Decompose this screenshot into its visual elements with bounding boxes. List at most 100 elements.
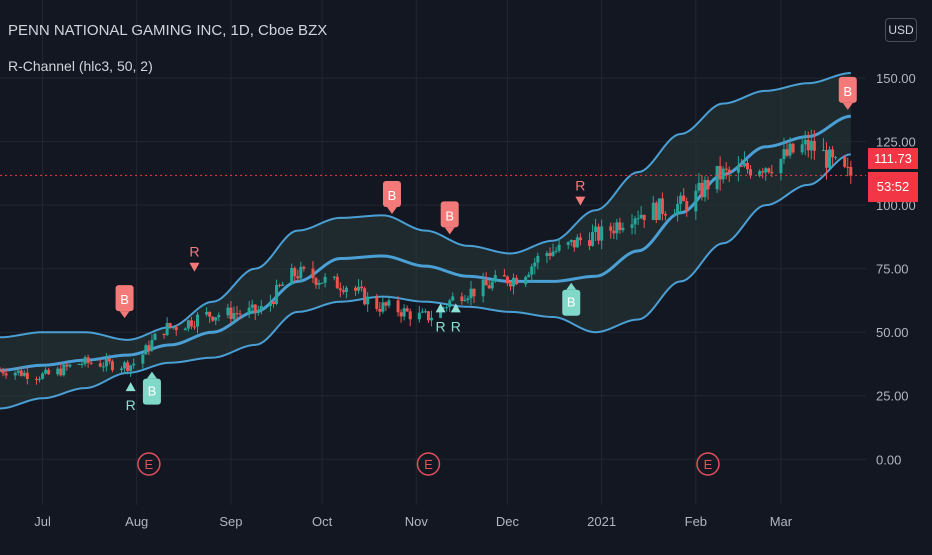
reversal-marker-icon[interactable]: R [575, 178, 585, 206]
candle [311, 261, 315, 283]
candle [724, 162, 728, 180]
buy-marker-icon[interactable]: B [838, 76, 857, 110]
candle [417, 305, 421, 323]
candle [126, 360, 130, 375]
earnings-marker-icon[interactable]: E [416, 452, 441, 476]
candle [168, 322, 172, 330]
buy-marker-icon[interactable]: B [115, 285, 134, 319]
candle-body [22, 372, 26, 376]
candle-body [536, 255, 540, 263]
candle-body [250, 304, 254, 308]
price-series [0, 129, 853, 385]
candle [779, 158, 783, 181]
candle [800, 136, 804, 155]
candle [420, 308, 424, 314]
indicator-legend[interactable]: R-Channel (hlc3, 50, 2) [8, 58, 153, 74]
earnings-circle [137, 452, 161, 476]
x-tick-label: Mar [770, 514, 793, 529]
buy-marker-icon[interactable]: B [142, 371, 161, 405]
candle-body [764, 168, 768, 173]
candle-body [150, 340, 154, 351]
candle-body [162, 333, 166, 336]
candle [636, 210, 640, 225]
candle [809, 129, 813, 160]
candle [344, 285, 348, 299]
x-tick-label: Jul [34, 514, 51, 529]
candle [405, 305, 409, 312]
candle [65, 362, 69, 371]
candle [466, 295, 470, 304]
candle-body [788, 143, 792, 156]
candle-body [551, 251, 555, 256]
candle [375, 293, 379, 312]
marker-label: R [575, 178, 585, 194]
candle-body [101, 366, 105, 368]
symbol-title[interactable]: PENN NATIONAL GAMING INC, 1D, Cboe BZX [8, 22, 328, 39]
candle-body [405, 308, 409, 312]
candle-body [366, 296, 370, 305]
candle-body [174, 327, 178, 331]
candle [551, 243, 555, 257]
candle [211, 316, 215, 322]
candle [19, 366, 23, 377]
candle-body [168, 323, 172, 328]
candle-body [806, 139, 810, 151]
candle-body [505, 276, 509, 284]
candle [150, 334, 154, 353]
candle-body [165, 323, 169, 336]
marker-box [115, 285, 134, 312]
candle-body [700, 182, 704, 198]
candle-body [56, 368, 60, 375]
candle [824, 142, 828, 180]
candle-body [293, 268, 297, 277]
candle [663, 211, 667, 221]
candle [320, 282, 324, 284]
earnings-marker-icon[interactable]: E [137, 452, 161, 476]
earnings-marker-icon[interactable]: E [696, 452, 720, 476]
candle-body [524, 276, 528, 285]
marker-arrow [435, 303, 446, 313]
buy-marker-icon[interactable]: B [440, 201, 459, 235]
candle [59, 363, 63, 377]
marker-pointer [444, 227, 455, 235]
candle-body [144, 345, 148, 355]
candle [673, 208, 677, 216]
candle-body [609, 226, 613, 231]
y-tick-label: 125.00 [876, 135, 916, 150]
candle-body [578, 237, 582, 241]
candle [44, 367, 48, 375]
candle [642, 214, 646, 228]
reversal-marker-icon[interactable]: R [126, 382, 136, 413]
buy-marker-icon[interactable]: B [382, 181, 401, 214]
reversal-marker-icon[interactable]: R [189, 244, 200, 272]
candle-body [639, 214, 643, 219]
candle-body [396, 300, 400, 313]
candle-body [153, 333, 157, 341]
candle-body [569, 240, 573, 243]
candle-body [65, 364, 69, 367]
candle [47, 367, 51, 376]
candle-body [378, 308, 382, 312]
candle-body [679, 195, 683, 204]
reversal-marker-icon[interactable]: R [436, 303, 446, 334]
buy-marker-icon[interactable]: B [562, 282, 581, 316]
marker-label: R [451, 318, 461, 334]
marker-label: B [445, 208, 454, 223]
candle-body [399, 312, 403, 317]
candle [402, 304, 406, 321]
candle-body [821, 150, 825, 152]
candle-body [636, 218, 640, 220]
last-price-label: 111.73 [868, 148, 918, 169]
candle [618, 217, 622, 234]
candle [238, 309, 242, 320]
candle-body [387, 300, 391, 306]
candle-body [423, 311, 427, 313]
reversal-marker-icon[interactable]: R [451, 303, 461, 334]
candle-body [123, 362, 127, 369]
lower-band-line [0, 153, 851, 410]
marker-box [562, 289, 581, 316]
candle [849, 160, 853, 184]
currency-button[interactable]: USD [885, 18, 917, 42]
